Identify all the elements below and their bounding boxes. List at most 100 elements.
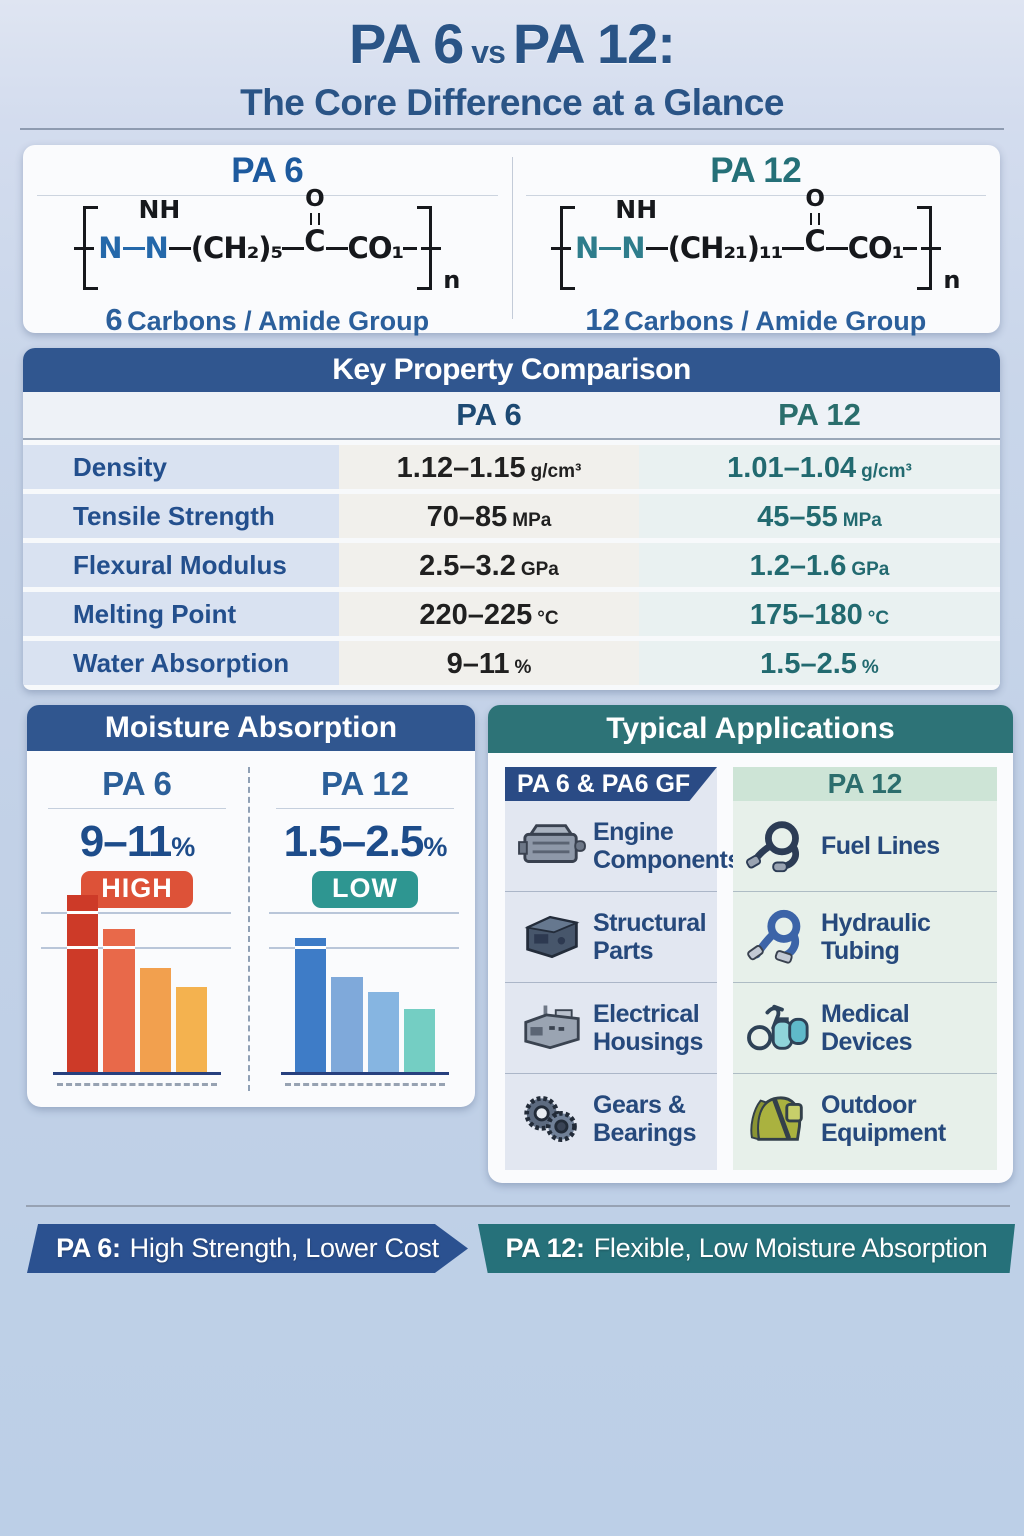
- bar: [139, 968, 171, 1073]
- bar: [367, 992, 399, 1073]
- engine-icon: [511, 810, 593, 882]
- bond-line: [645, 246, 668, 250]
- app-item: Gears & Bearings: [505, 1074, 717, 1164]
- pa12-value-cell: 1.2–1.6 GPa: [639, 543, 1000, 587]
- bond-line: [325, 246, 348, 250]
- axis-baseline: [53, 1072, 221, 1075]
- pa12-value-cell: 45–55 MPa: [639, 494, 1000, 538]
- double-bond: [309, 213, 320, 225]
- bar: [175, 987, 207, 1073]
- moisture-pa12-value: 1.5–2.5%: [283, 817, 448, 866]
- bond-line: [782, 246, 805, 250]
- table-row: Tensile Strength 70–85 MPa 45–55 MPa: [23, 494, 1000, 538]
- hydraulic-tubing-icon: [739, 901, 821, 973]
- applications-title: Typical Applications: [488, 705, 1013, 753]
- pa6-summary-text: High Strength, Lower Cost: [129, 1233, 439, 1263]
- structural-parts-icon: [511, 901, 593, 973]
- property-label: Water Absorption: [23, 641, 339, 685]
- app-item-label: Fuel Lines: [821, 832, 940, 860]
- divider: [276, 808, 454, 809]
- structures-panel: PA 6 N N NH (CH₂)₅ O C CO₁: [23, 145, 1000, 337]
- title-pa6: PA 6: [349, 12, 464, 75]
- gridline: [41, 912, 231, 914]
- pa6-column-header: PA 6 & PA6 GF: [505, 767, 717, 801]
- gears-bearings-icon: [511, 1083, 593, 1155]
- column-header-pa12: PA 12: [778, 397, 861, 432]
- dashed-baseline: [285, 1083, 445, 1086]
- app-item-label: Hydraulic Tubing: [821, 909, 931, 965]
- high-badge: HIGH: [81, 871, 193, 908]
- gridline-over-bar: [103, 946, 135, 949]
- app-item-label: Medical Devices: [821, 1000, 913, 1056]
- footer-divider: [26, 1205, 1010, 1207]
- app-item: Electrical Housings: [505, 983, 717, 1074]
- app-item: Medical Devices: [733, 983, 997, 1074]
- title-vs: vs: [471, 34, 506, 70]
- pa12-caption: 12 Carbons / Amide Group: [585, 302, 927, 337]
- atom-o: O: [805, 186, 825, 212]
- outdoor-equipment-icon: [739, 1083, 821, 1155]
- structure-pa12-title: PA 12: [710, 151, 802, 190]
- dashed-baseline: [57, 1083, 217, 1086]
- bond-line: [403, 246, 418, 250]
- divider: [48, 808, 226, 809]
- app-item: Engine Components: [505, 801, 741, 892]
- app-item-label: Engine Components: [593, 818, 741, 874]
- table-row: Water Absorption 9–11% 1.5–2.5%: [23, 641, 1000, 685]
- pa6-value-cell: 220–225 °C: [339, 592, 639, 636]
- gridline-over-bar: [295, 946, 327, 949]
- atom-n: N NH: [138, 195, 181, 265]
- atom-n: N NH: [615, 195, 658, 265]
- dashed-divider: [248, 767, 250, 1091]
- table-body: Density 1.12–1.15 g/cm³ 1.01–1.04 g/cm³ Te…: [23, 445, 1000, 685]
- moisture-pa12: PA 12 1.5–2.5% LOW: [260, 751, 470, 908]
- bars: [67, 895, 207, 1073]
- pa6-summary-banner: PA 6: High Strength, Lower Cost: [27, 1224, 468, 1273]
- pa6-value-cell: 9–11%: [339, 641, 639, 685]
- property-table: Key Property Comparison PA 6 PA 12 Densi…: [23, 348, 1000, 690]
- pa12-value-cell: 175–180 °C: [639, 592, 1000, 636]
- bond-line: [122, 246, 145, 250]
- bond-line: [599, 246, 622, 250]
- structure-pa6-title: PA 6: [231, 151, 304, 190]
- pa6-value-cell: 2.5–3.2 GPa: [339, 543, 639, 587]
- moisture-pa12-name: PA 12: [320, 765, 410, 802]
- co-group: CO₁: [847, 231, 905, 265]
- bars: [295, 895, 435, 1073]
- pa6-value-cell: 70–85 MPa: [339, 494, 639, 538]
- divider: [37, 195, 498, 196]
- pa12-summary-label: PA 12:: [505, 1233, 585, 1263]
- bar: [295, 938, 327, 1073]
- gridline: [269, 947, 459, 949]
- gridline: [269, 912, 459, 914]
- co-group: CO₁: [347, 231, 405, 265]
- pa12-summary-banner: PA 12: Flexible, Low Moisture Absorption: [478, 1224, 1015, 1273]
- moisture-title: Moisture Absorption: [27, 705, 475, 751]
- electrical-housings-icon: [511, 992, 593, 1064]
- header-divider: [20, 128, 1004, 130]
- nh-group: NH: [138, 195, 181, 224]
- app-item-label: Gears & Bearings: [593, 1091, 696, 1147]
- pa6-summary-label: PA 6:: [56, 1233, 121, 1263]
- structure-pa6: PA 6 N N NH (CH₂)₅ O C CO₁: [23, 145, 512, 337]
- axis-baseline: [281, 1072, 449, 1075]
- moisture-pa6: PA 6 9–11% HIGH: [32, 751, 242, 908]
- page-title: PA 6 vs PA 12: The Core Difference at a Gl…: [0, 16, 1024, 124]
- ch2-chain: (CH₂₁)₁₁: [667, 231, 784, 265]
- table-row: Melting Point 220–225 °C 175–180 °C: [23, 592, 1000, 636]
- pa6-value-cell: 1.12–1.15 g/cm³: [339, 445, 639, 489]
- property-label: Tensile Strength: [23, 494, 339, 538]
- double-bond: [810, 213, 821, 225]
- table-row: Density 1.12–1.15 g/cm³ 1.01–1.04 g/cm³: [23, 445, 1000, 489]
- divider: [525, 195, 986, 196]
- gridline-over-bar: [67, 911, 99, 914]
- table-row: Flexural Modulus 2.5–3.2 GPa 1.2–1.6 GPa: [23, 543, 1000, 587]
- title-line2: The Core Difference at a Glance: [240, 82, 784, 123]
- app-item: Hydraulic Tubing: [733, 892, 997, 983]
- ch2-chain: (CH₂)₅: [190, 231, 283, 265]
- pa12-items: Fuel Lines Hydraulic Tubing: [733, 801, 997, 1164]
- pa12-value-cell: 1.5–2.5%: [639, 641, 1000, 685]
- app-item-label: Structural Parts: [593, 909, 707, 965]
- bracket-left: [83, 206, 99, 290]
- bond-line: [168, 246, 191, 250]
